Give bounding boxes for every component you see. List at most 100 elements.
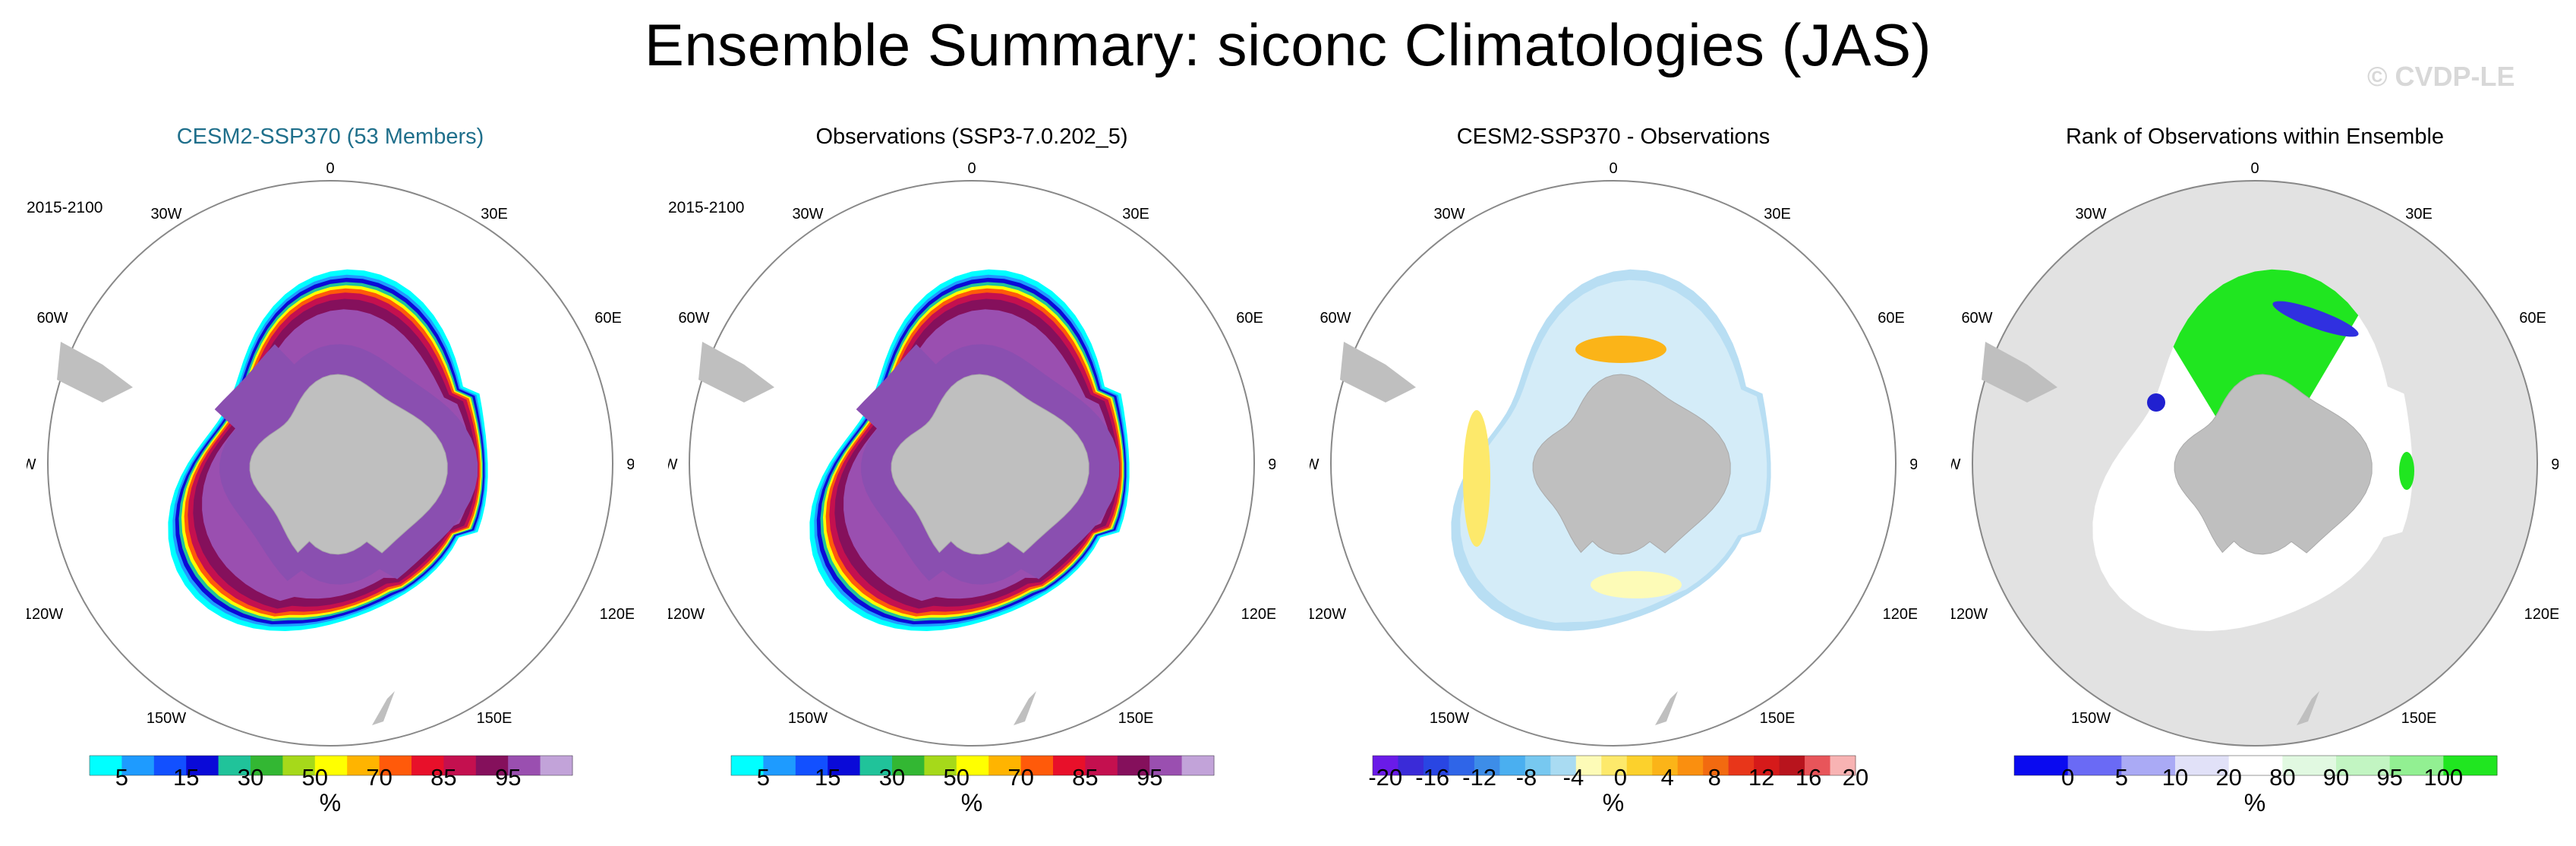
colorbar-tick-label: -12 <box>1462 764 1496 791</box>
polar-map: 018090W90E30W60W30E60E120W150W120E150E20… <box>668 160 1275 772</box>
colorbar-tick-label: 70 <box>1007 764 1033 791</box>
longitude-label: 90E <box>1909 456 1917 473</box>
longitude-label: 30E <box>481 206 508 223</box>
south-america-land <box>698 342 774 402</box>
antarctica-land <box>891 374 1089 555</box>
new-zealand-land <box>1655 691 1678 725</box>
colorbar-border <box>89 755 573 776</box>
colorbar-swatch <box>251 756 283 775</box>
watermark: © CVDP-LE <box>2367 61 2515 92</box>
diff-positive <box>1463 410 1490 547</box>
colorbar-swatch <box>1181 756 1215 775</box>
colorbar-swatch <box>475 756 509 775</box>
period-label: 2015-2100 <box>27 199 102 216</box>
colorbar-tick-label: 95 <box>2376 764 2402 791</box>
longitude-label: 30W <box>2075 206 2106 223</box>
longitude-label: 150E <box>2401 710 2437 727</box>
colorbar: 0 5 10 20 80 90 95 100% <box>2013 755 2498 816</box>
longitude-label: 120W <box>1951 606 1988 623</box>
colorbar-tick-label: -4 <box>1563 764 1584 791</box>
colorbar-swatch <box>121 756 155 775</box>
colorbar-tick-label: 70 <box>366 764 392 791</box>
longitude-label: 150W <box>147 710 186 727</box>
colorbar: 5 15 30 50 70 85 95% <box>730 755 1215 816</box>
colorbar-swatch <box>314 756 348 775</box>
map-svg: 018090W90E30W60W30E60E120W150W120E150E20… <box>27 160 634 816</box>
colorbar-swatch <box>1652 756 1679 775</box>
colorbar-tick-label: 15 <box>173 764 199 791</box>
longitude-label: 120W <box>1310 606 1346 623</box>
longitude-label: 120E <box>1241 606 1275 623</box>
colorbar-swatch <box>1728 756 1755 775</box>
rank-high <box>2399 452 2414 490</box>
colorbar-tick-label: 0 <box>1614 764 1627 791</box>
colorbar-tick-label: 5 <box>757 764 770 791</box>
longitude-label: 30E <box>1122 206 1149 223</box>
longitude-label: 60W <box>678 310 709 327</box>
rank-low <box>2147 393 2165 412</box>
antarctica-land <box>1532 374 1731 555</box>
longitude-label: 30E <box>2405 206 2433 223</box>
colorbar-tick-label: 90 <box>2323 764 2349 791</box>
colorbar-swatch <box>540 756 573 775</box>
colorbar-unit: % <box>1603 789 1624 816</box>
colorbar-swatch <box>2228 756 2283 775</box>
colorbar-tick-label: 10 <box>2162 764 2188 791</box>
south-america-land <box>1340 342 1416 402</box>
south-america-land <box>57 342 133 402</box>
colorbar-swatch <box>1550 756 1577 775</box>
colorbar-tick-label: 30 <box>879 764 905 791</box>
colorbar-swatch <box>379 756 412 775</box>
colorbar-tick-label: 4 <box>1661 764 1674 791</box>
colorbar-tick-label: 5 <box>2115 764 2128 791</box>
colorbar-tick-label: 50 <box>944 764 970 791</box>
colorbar-swatch <box>411 756 444 775</box>
longitude-label: 120E <box>2524 606 2559 623</box>
longitude-label: 30W <box>1433 206 1465 223</box>
longitude-label: 120E <box>600 606 634 623</box>
longitude-label: 120W <box>27 606 63 623</box>
period-label: 2015-2100 <box>668 199 744 216</box>
colorbar-swatch <box>2336 756 2391 775</box>
colorbar-swatch <box>2389 756 2444 775</box>
new-zealand-land <box>2297 691 2319 725</box>
longitude-label: 90E <box>1268 456 1275 473</box>
longitude-label: 150W <box>1430 710 1469 727</box>
colorbar-tick-label: 85 <box>430 764 456 791</box>
colorbar-swatch <box>1053 756 1086 775</box>
colorbar-swatch <box>2175 756 2230 775</box>
colorbar-unit: % <box>320 789 341 816</box>
colorbar-tick-label: 95 <box>495 764 521 791</box>
rank-low <box>2272 301 2359 337</box>
longitude-label: 90E <box>626 456 634 473</box>
longitude-label: 60W <box>1961 310 1992 327</box>
colorbar-tick-label: -8 <box>1516 764 1537 791</box>
panel-title: CESM2-SSP370 (53 Members) <box>176 125 484 149</box>
colorbar-swatch <box>1020 756 1054 775</box>
colorbar-tick-label: 20 <box>2215 764 2241 791</box>
colorbar-swatch <box>828 756 861 775</box>
colorbar-tick-label: 0 <box>2061 764 2074 791</box>
colorbar-tick-label: 80 <box>2269 764 2295 791</box>
colorbar-swatch <box>443 756 477 775</box>
longitude-label: 0 <box>326 160 334 177</box>
colorbar-swatch <box>1779 756 1805 775</box>
colorbar-swatch <box>1117 756 1150 775</box>
longitude-label: 90W <box>668 456 678 473</box>
colorbar-swatch <box>1499 756 1526 775</box>
colorbar-tick-label: 85 <box>1072 764 1098 791</box>
colorbar-swatch <box>1373 756 1398 775</box>
colorbar-swatch <box>1805 756 1831 775</box>
colorbar-tick-label: 50 <box>302 764 328 791</box>
colorbar-tick-label: 30 <box>238 764 263 791</box>
colorbar-swatch <box>731 756 764 775</box>
colorbar-swatch <box>218 756 251 775</box>
panel-difference: CESM2-SSP370 - Observations 018090W90E30… <box>1310 114 1917 835</box>
panel-title: Rank of Observations within Ensemble <box>2065 125 2445 149</box>
colorbar-border <box>730 755 1215 776</box>
longitude-label: 30W <box>150 206 181 223</box>
colorbar-swatch <box>1626 756 1653 775</box>
longitude-label: 30E <box>1764 206 1791 223</box>
colorbar-swatch <box>1754 756 1780 775</box>
colorbar-swatch <box>988 756 1022 775</box>
